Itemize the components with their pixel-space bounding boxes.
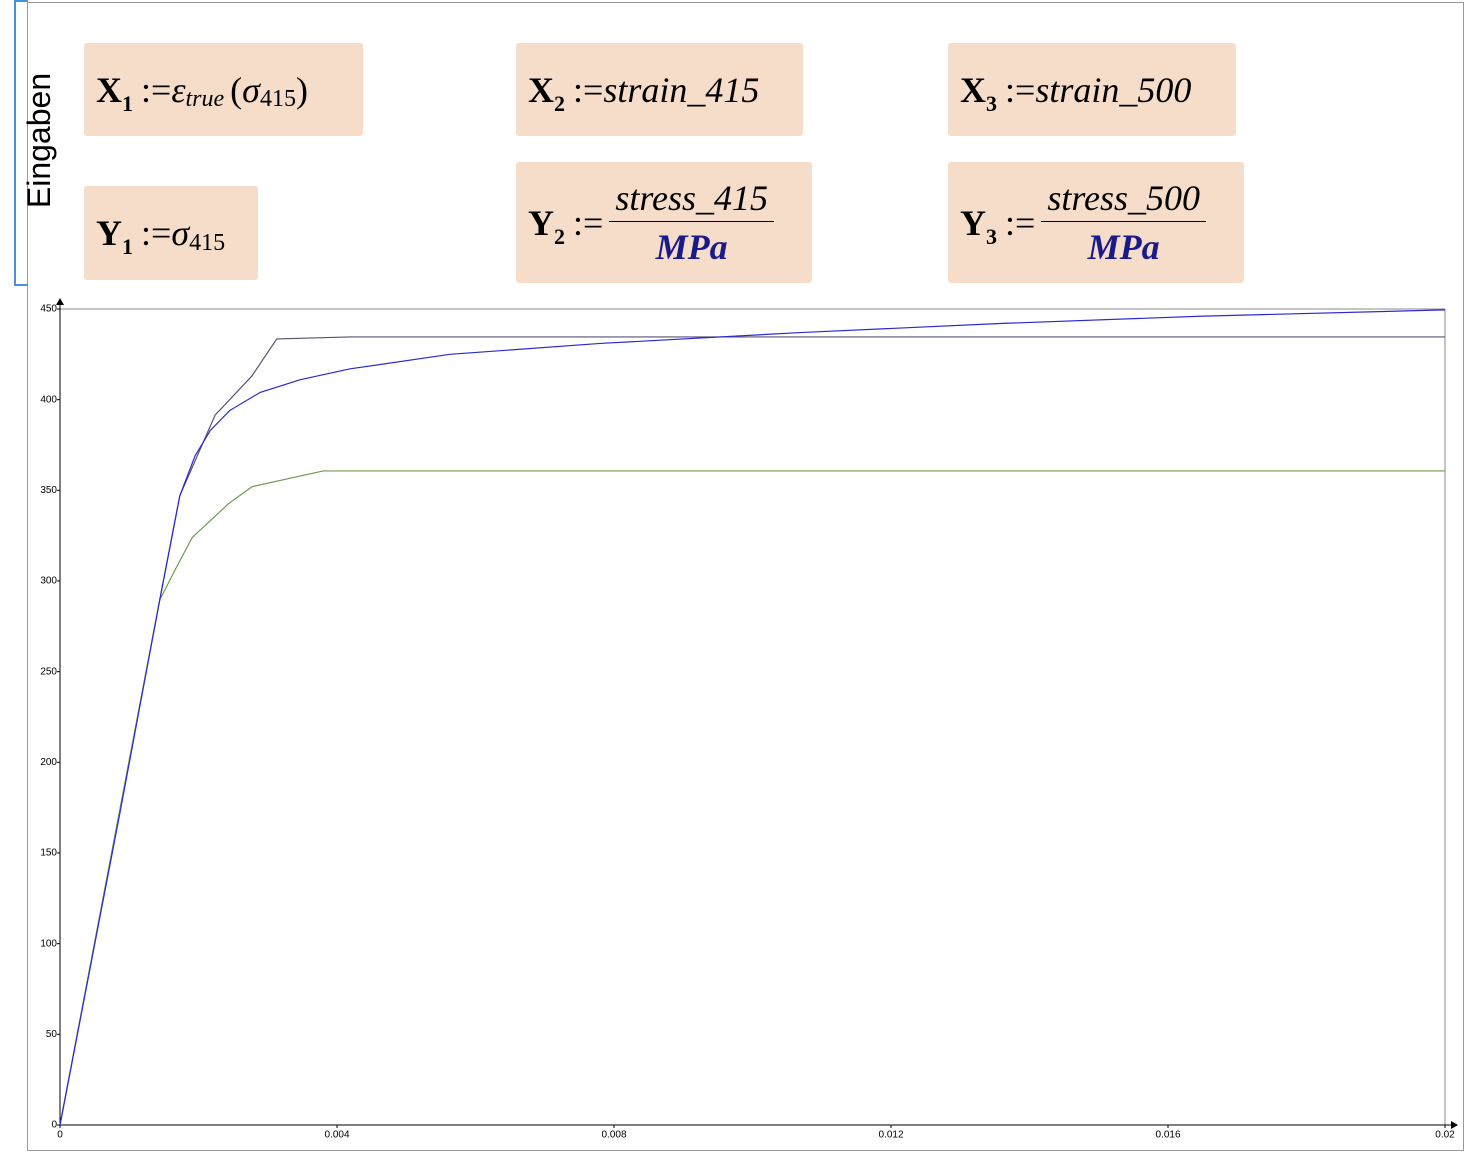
x-tick-label: 0.004 [324, 1130, 349, 1141]
rhs: strain_415 [603, 69, 760, 110]
var: X [960, 69, 986, 110]
y-tick-label: 100 [40, 938, 57, 949]
sub: 1 [122, 90, 133, 116]
sub: 1 [122, 234, 133, 259]
op: := [141, 69, 172, 110]
rhs: ε [171, 69, 186, 110]
op: := [573, 202, 604, 243]
rhs: strain_500 [1035, 69, 1192, 110]
y-tick-label: 250 [40, 666, 57, 677]
y-arrow [56, 298, 64, 305]
equation[interactable]: X 3 := strain_500 [948, 43, 1236, 136]
numerator: stress_500 [1041, 177, 1206, 222]
op: := [573, 69, 604, 110]
arg-sub: 415 [259, 86, 296, 112]
denominator: MPa [655, 227, 728, 267]
equation[interactable]: X 1 := ε true(σ 415) [84, 43, 363, 136]
var: Y [528, 202, 554, 243]
y-tick-label: 50 [46, 1029, 58, 1040]
var: Y [96, 213, 122, 253]
var: X [528, 69, 554, 110]
x-tick-label: 0.016 [1155, 1130, 1180, 1141]
sub: 3 [986, 90, 997, 116]
equation[interactable]: Y 3 := stress_500 MPa [948, 162, 1244, 283]
var: Y [960, 202, 986, 243]
var: X [96, 69, 122, 110]
sub: 2 [554, 90, 565, 116]
y-tick-label: 450 [40, 304, 57, 315]
series-line [59, 336, 1445, 1126]
denominator: MPa [1087, 227, 1160, 267]
op: := [1005, 69, 1036, 110]
paren: ( [230, 69, 243, 110]
sub: 3 [986, 223, 997, 249]
rhs: σ [171, 213, 190, 253]
rhs-sub: true [185, 86, 225, 112]
numerator: stress_415 [609, 177, 774, 222]
y-tick-label: 400 [40, 394, 57, 405]
rhs-sub: 415 [189, 229, 226, 256]
paren: ) [295, 69, 308, 110]
equation[interactable]: Y 2 := stress_415 MPa [516, 162, 812, 283]
equation[interactable]: Y 1 := σ 415 [84, 186, 258, 280]
sub: 2 [554, 223, 565, 249]
y-tick-label: 150 [40, 848, 57, 859]
series-line [59, 309, 1446, 1126]
y-tick-label: 350 [40, 485, 57, 496]
region-frame [27, 2, 1464, 1151]
x-tick-label: 0.012 [878, 1130, 903, 1141]
x-tick-label: 0.02 [1435, 1130, 1455, 1141]
x-tick-label: 0 [57, 1130, 63, 1141]
equation[interactable]: X 2 := strain_415 [516, 43, 803, 136]
region-bracket [14, 0, 28, 286]
op: := [141, 213, 172, 253]
y-tick-label: 0 [51, 1120, 57, 1131]
series-line [59, 470, 1445, 1126]
x-tick-label: 0.008 [601, 1130, 626, 1141]
op: := [1005, 202, 1036, 243]
x-arrow [1451, 1121, 1458, 1129]
y-tick-label: 200 [40, 757, 57, 768]
y-tick-label: 300 [40, 576, 57, 587]
arg: σ [242, 69, 260, 110]
